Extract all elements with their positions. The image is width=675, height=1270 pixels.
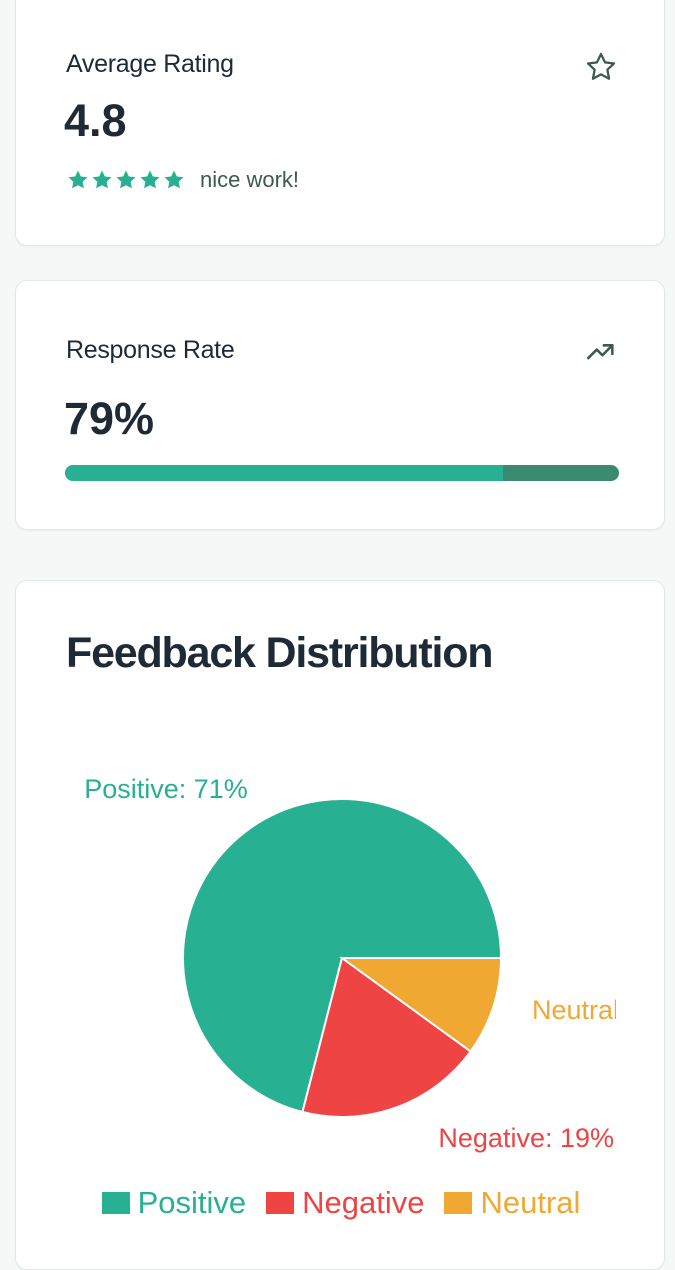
pie-label-negative: Negative: 19% [438,1123,614,1153]
pie-slice-positive[interactable] [182,798,503,1114]
pie-label-positive: Positive: 71% [84,774,248,804]
response-rate-card: Response Rate 79% [15,280,665,530]
stars-container [66,168,186,192]
feedback-distribution-card: Feedback Distribution Positive: 71% Negat… [15,580,665,1270]
star-outline-icon [586,52,616,80]
pie-slice-neutral[interactable] [338,957,503,1053]
star-rating: nice work! [66,167,299,193]
legend-label: Negative [302,1185,425,1220]
trending-up-icon [586,344,614,360]
legend-item-neutral[interactable]: Neutral [444,1185,580,1221]
pie-chart: Positive: 71% Negative: 19% Neutral: 10% [84,774,666,1153]
response-rate-title: Response Rate [66,336,235,364]
response-rate-progress-bar [65,465,619,481]
legend-swatch [101,1192,130,1214]
star-filled-icon [92,170,112,189]
average-rating-value: 4.8 [64,95,127,146]
chart-title: Feedback Distribution [66,629,494,677]
pie-slice-negative[interactable] [301,956,473,1118]
chart-legend: Positive Negative Neutral [16,1185,666,1221]
average-rating-card: Average Rating 4.8 nice work! [15,0,665,246]
pie-label-neutral: Neutral: 10% [532,995,666,1025]
legend-label: Neutral [480,1185,581,1220]
star-filled-icon [68,170,88,189]
response-rate-value: 79% [64,393,155,444]
legend-swatch [266,1192,295,1214]
legend-label: Positive [137,1185,247,1220]
star-filled-icon [140,170,160,189]
legend-swatch [444,1192,473,1214]
legend-item-positive[interactable]: Positive [101,1185,247,1221]
star-filled-icon [116,170,136,189]
rating-note: nice work! [200,167,300,192]
response-rate-progress-fill [65,465,503,481]
star-filled-icon [164,170,184,189]
average-rating-title: Average Rating [66,50,234,78]
legend-item-negative[interactable]: Negative [266,1185,424,1221]
